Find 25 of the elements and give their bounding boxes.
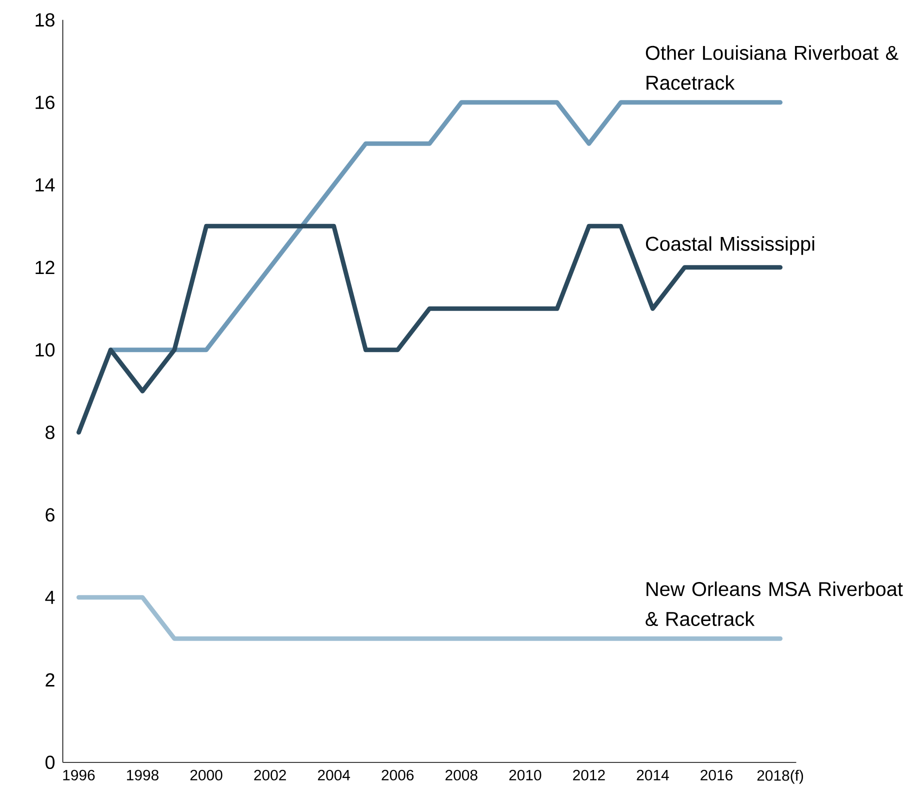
x-tick-label: 2008 <box>446 770 478 780</box>
series-label: Other Louisiana Riverboat & Racetrack <box>646 45 898 90</box>
x-tick-label: 2006 <box>382 770 414 780</box>
x-tick-label: 1996 <box>63 770 95 780</box>
series-label: New Orleans MSA Riverboat & Racetrack <box>646 581 903 626</box>
x-tick-label: 2018(f) <box>757 770 804 784</box>
y-tick-label: 8 <box>46 426 54 439</box>
y-tick-label: 12 <box>36 260 54 274</box>
y-tick-label: 10 <box>36 343 55 356</box>
x-tick-label: 2000 <box>190 770 222 780</box>
y-tick-label: 0 <box>46 756 55 769</box>
x-tick-label: 1998 <box>127 770 158 780</box>
x-tick-label: 2002 <box>254 770 286 780</box>
x-tick-label: 2016 <box>700 770 732 780</box>
y-tick-label: 14 <box>36 178 55 192</box>
y-tick-label: 4 <box>45 590 55 604</box>
series-label: Coastal Mississippi <box>646 236 814 255</box>
x-tick-label: 2012 <box>573 770 605 780</box>
x-tick-label: 2010 <box>509 770 542 780</box>
y-tick-label: 2 <box>46 673 54 686</box>
y-tick-label: 16 <box>36 96 54 110</box>
x-tick-label: 2014 <box>636 770 669 780</box>
y-tick-label: 6 <box>46 508 54 522</box>
x-tick-label: 2004 <box>318 770 350 780</box>
y-tick-label: 18 <box>36 13 54 27</box>
